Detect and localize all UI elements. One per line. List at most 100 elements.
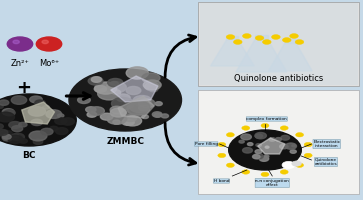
Circle shape (42, 40, 48, 44)
Circle shape (233, 40, 242, 44)
Text: ZMMBC: ZMMBC (106, 136, 144, 146)
Circle shape (218, 153, 226, 158)
Circle shape (46, 110, 62, 118)
Circle shape (41, 128, 53, 135)
Circle shape (111, 97, 134, 110)
Circle shape (143, 80, 161, 90)
Circle shape (138, 99, 155, 108)
Circle shape (112, 90, 121, 95)
Circle shape (95, 82, 117, 94)
Circle shape (101, 113, 113, 120)
Circle shape (36, 37, 62, 51)
Circle shape (19, 139, 27, 143)
Circle shape (281, 135, 290, 140)
Text: Mo⁶⁺: Mo⁶⁺ (39, 58, 59, 68)
Circle shape (239, 140, 244, 143)
Polygon shape (258, 138, 285, 154)
Circle shape (12, 126, 23, 132)
Circle shape (226, 35, 235, 39)
Circle shape (292, 145, 295, 147)
Circle shape (292, 161, 301, 166)
Circle shape (35, 100, 45, 106)
Circle shape (161, 114, 168, 118)
Polygon shape (211, 39, 254, 66)
Circle shape (91, 77, 102, 82)
Circle shape (0, 112, 15, 122)
Circle shape (285, 143, 297, 149)
Circle shape (264, 155, 269, 158)
FancyBboxPatch shape (227, 36, 238, 39)
Circle shape (0, 129, 8, 135)
Circle shape (269, 138, 275, 141)
Circle shape (218, 142, 226, 147)
Circle shape (110, 82, 118, 86)
Text: Quinolone
antibiotics: Quinolone antibiotics (315, 158, 337, 166)
Circle shape (242, 126, 250, 130)
Circle shape (78, 96, 90, 103)
Circle shape (227, 133, 234, 137)
Polygon shape (22, 102, 54, 124)
Circle shape (290, 34, 298, 38)
Text: +: + (16, 79, 31, 97)
Circle shape (295, 133, 303, 137)
Circle shape (152, 112, 162, 117)
Circle shape (106, 82, 126, 93)
FancyBboxPatch shape (255, 35, 268, 39)
Circle shape (110, 108, 126, 117)
Circle shape (61, 118, 74, 125)
Circle shape (0, 100, 9, 105)
Polygon shape (236, 39, 287, 72)
Circle shape (139, 105, 150, 111)
Circle shape (2, 135, 13, 141)
Text: Quinolone antibiotics: Quinolone antibiotics (234, 74, 323, 84)
Circle shape (56, 128, 68, 135)
Circle shape (2, 134, 11, 139)
Circle shape (280, 170, 288, 174)
Circle shape (33, 139, 43, 144)
Circle shape (142, 115, 148, 119)
Circle shape (8, 135, 23, 143)
Circle shape (255, 134, 262, 138)
Circle shape (42, 105, 49, 109)
Circle shape (272, 35, 280, 39)
Circle shape (282, 38, 291, 42)
Circle shape (259, 156, 269, 161)
Circle shape (55, 118, 67, 124)
Circle shape (122, 119, 134, 125)
Text: BC: BC (22, 152, 36, 160)
Circle shape (113, 120, 120, 124)
Circle shape (2, 109, 14, 115)
Circle shape (4, 110, 15, 116)
Circle shape (242, 170, 250, 174)
Circle shape (130, 101, 150, 113)
Circle shape (94, 86, 106, 92)
Circle shape (280, 126, 288, 130)
Circle shape (88, 77, 103, 85)
Circle shape (92, 77, 102, 82)
Circle shape (124, 115, 136, 122)
Circle shape (19, 122, 27, 127)
Circle shape (123, 116, 142, 126)
Circle shape (125, 120, 134, 125)
FancyBboxPatch shape (285, 39, 296, 43)
FancyBboxPatch shape (200, 3, 358, 85)
Circle shape (89, 107, 105, 115)
Circle shape (304, 142, 312, 147)
Circle shape (108, 78, 123, 87)
Circle shape (28, 107, 46, 116)
Circle shape (242, 148, 252, 153)
Circle shape (248, 143, 253, 146)
Polygon shape (111, 76, 158, 102)
Circle shape (126, 86, 141, 95)
Circle shape (0, 94, 76, 146)
Polygon shape (269, 43, 312, 71)
Circle shape (155, 102, 162, 106)
Circle shape (13, 40, 19, 44)
Circle shape (229, 130, 301, 170)
Circle shape (280, 144, 288, 149)
Circle shape (154, 113, 162, 117)
Circle shape (256, 144, 261, 147)
Circle shape (255, 132, 266, 139)
Text: complex formation: complex formation (246, 117, 287, 121)
Circle shape (130, 109, 137, 113)
